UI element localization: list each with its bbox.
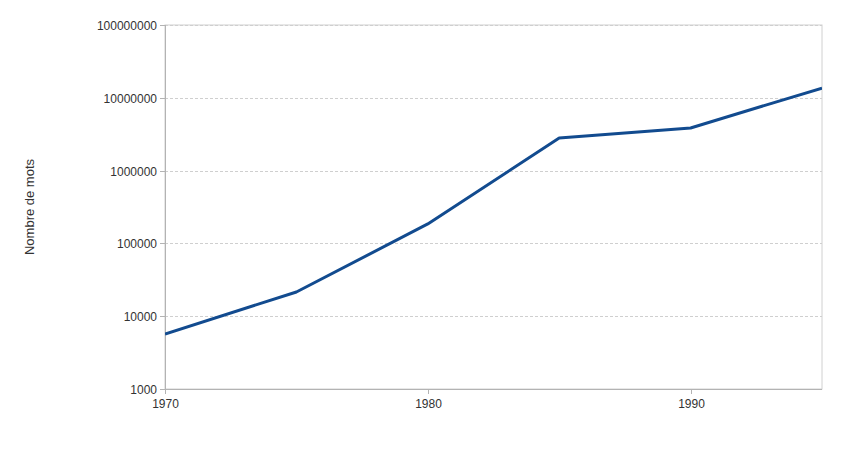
x-axis [165, 389, 822, 390]
chart-container: 1000 10000 100000 1000000 10000000 100000000 1… [0, 0, 848, 464]
grid-line [165, 25, 822, 26]
y-tick [160, 25, 165, 26]
y-tick-label: 1000000 [110, 165, 157, 179]
y-tick-label: 1000 [130, 383, 157, 397]
x-tick-label: 1970 [152, 397, 179, 411]
grid-line [165, 389, 822, 390]
y-tick-label: 10000000 [104, 92, 158, 106]
y-tick-label: 10000 [124, 310, 158, 324]
plot-area [165, 88, 822, 334]
y-axis-label: Nombre de mots [22, 158, 37, 255]
grid-line [165, 243, 822, 244]
y-tick [160, 316, 165, 317]
x-tick-label: 1990 [678, 397, 705, 411]
y-tick-label: 100000000 [97, 19, 157, 33]
grid-line [165, 316, 822, 317]
y-tick [160, 389, 165, 390]
plot-frame [165, 25, 822, 389]
y-tick [160, 243, 165, 244]
data-line [165, 88, 822, 334]
chart-svg: 1000 10000 100000 1000000 10000000 100000000 1… [0, 0, 848, 464]
grid-line [165, 171, 822, 172]
y-tick-label: 100000 [117, 237, 157, 251]
y-tick [160, 171, 165, 172]
x-tick-label: 1980 [415, 397, 442, 411]
y-tick [160, 98, 165, 99]
grid-line [165, 98, 822, 99]
